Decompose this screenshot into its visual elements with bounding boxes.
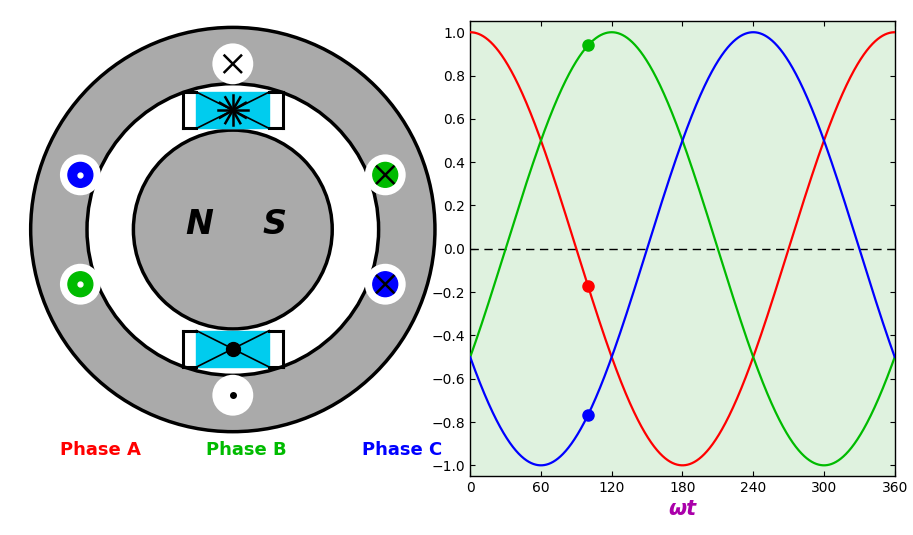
Bar bbox=[196, 92, 269, 128]
Circle shape bbox=[61, 265, 100, 303]
Circle shape bbox=[31, 27, 435, 432]
Circle shape bbox=[68, 272, 93, 296]
Circle shape bbox=[68, 163, 93, 187]
Circle shape bbox=[87, 83, 379, 376]
Bar bbox=[196, 331, 269, 367]
Circle shape bbox=[61, 156, 100, 194]
Text: Phase A: Phase A bbox=[60, 441, 141, 459]
Bar bbox=[196, 331, 269, 367]
Text: N: N bbox=[185, 208, 214, 241]
Circle shape bbox=[220, 383, 246, 408]
Circle shape bbox=[220, 51, 246, 77]
Circle shape bbox=[373, 272, 398, 296]
Text: Phase B: Phase B bbox=[205, 441, 287, 459]
Circle shape bbox=[366, 265, 404, 303]
Circle shape bbox=[214, 376, 252, 414]
Circle shape bbox=[366, 156, 404, 194]
Text: Phase C: Phase C bbox=[362, 441, 442, 459]
Circle shape bbox=[133, 130, 332, 329]
Circle shape bbox=[214, 45, 252, 83]
Text: S: S bbox=[262, 208, 287, 241]
Bar bbox=[196, 92, 269, 128]
X-axis label: ωt: ωt bbox=[668, 499, 697, 519]
Circle shape bbox=[373, 163, 398, 187]
